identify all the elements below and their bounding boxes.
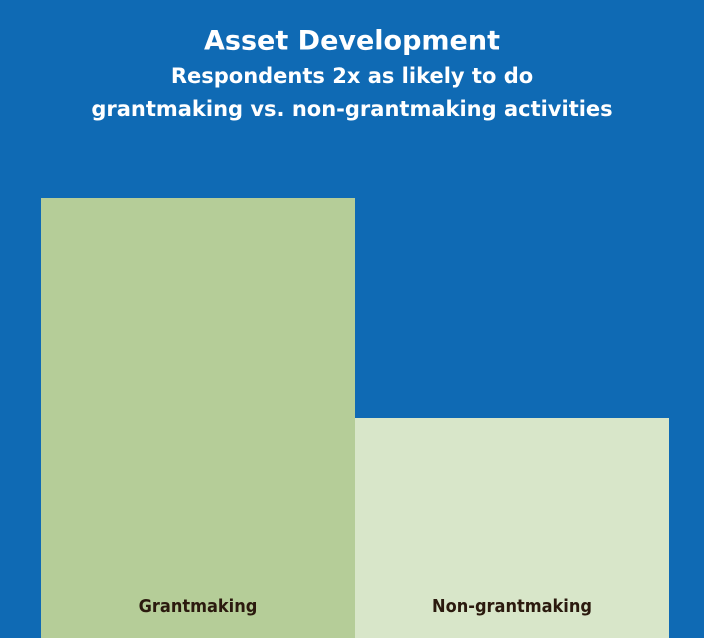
bar [355,418,669,638]
chart-title: Asset Development [204,26,500,57]
bar [41,198,355,638]
chart-subtitle: Respondents 2x as likely to do [171,64,533,88]
category-label: Non-grantmaking [432,596,592,617]
chart-subtitle: grantmaking vs. non-grantmaking activiti… [91,97,612,121]
category-label: Grantmaking [139,596,258,617]
